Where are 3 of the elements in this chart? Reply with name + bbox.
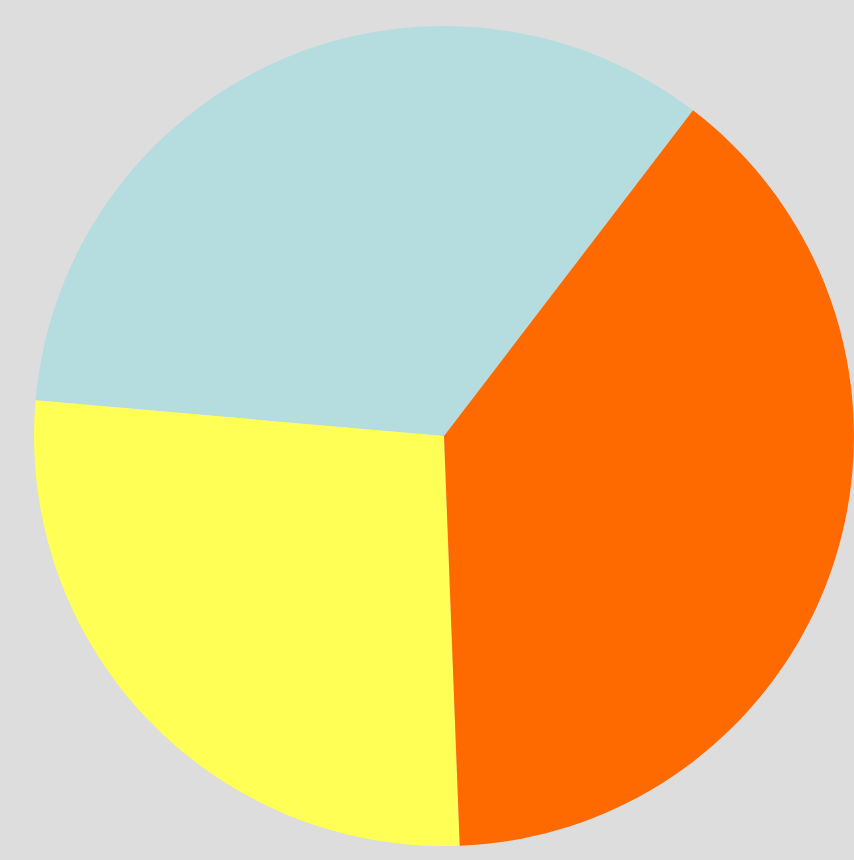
pie-slice	[444, 110, 854, 846]
pie-slice	[34, 400, 460, 846]
pie-slice	[35, 26, 694, 436]
